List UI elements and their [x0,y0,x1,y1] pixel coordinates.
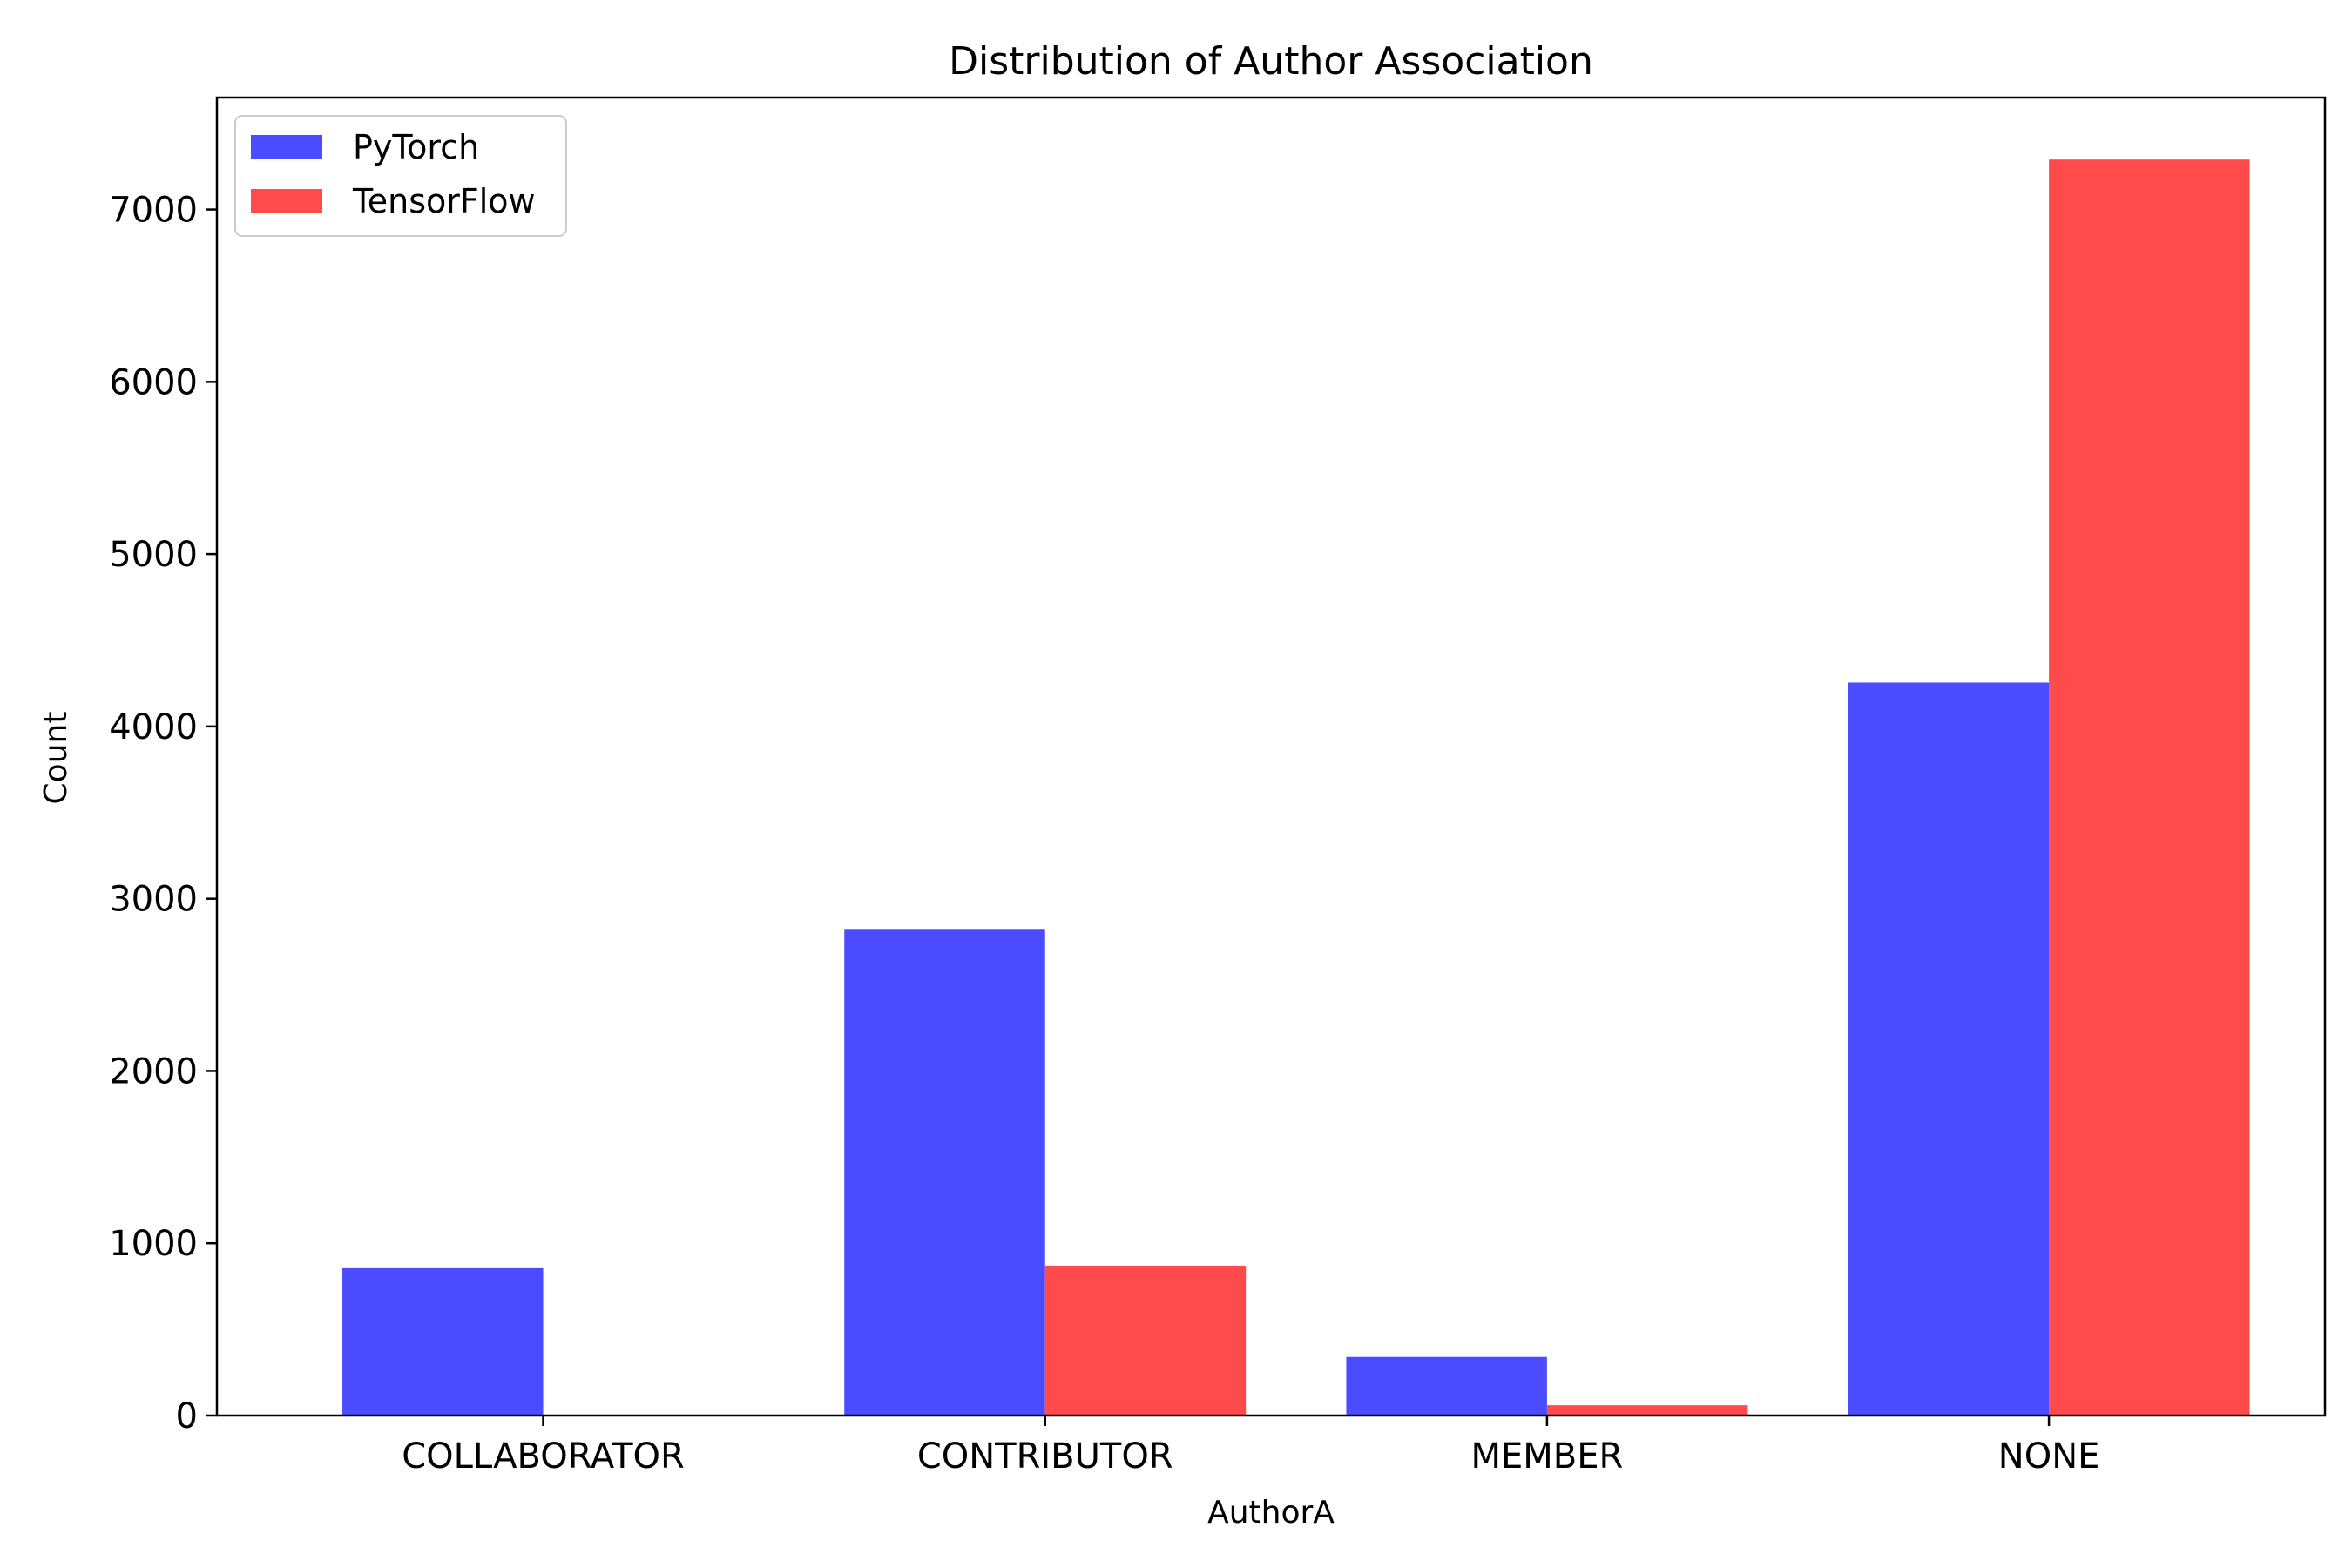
x-tick-label: COLLABORATOR [402,1436,685,1477]
x-tick-label: MEMBER [1470,1436,1623,1477]
x-tick-label: CONTRIBUTOR [917,1436,1173,1477]
legend-swatch-tensorflow [251,189,322,213]
legend: PyTorch TensorFlow [234,115,567,237]
chart-title: Distribution of Author Association [949,39,1593,84]
bar-pytorch-contributor [844,929,1045,1416]
y-tick-label: 2000 [109,1051,198,1092]
y-tick-label: 1000 [109,1224,198,1264]
y-tick-label: 4000 [109,707,198,747]
bar-pytorch-collaborator [342,1267,544,1416]
legend-swatch-pytorch [251,135,322,159]
bar-tensorflow-member [1546,1405,1748,1416]
plot-frame [215,96,2327,1417]
y-tick-label: 0 [176,1396,198,1436]
y-axis: 0 1000 2000 3000 4000 5000 6000 7000 [109,191,217,1436]
legend-label-tensorflow: TensorFlow [352,182,536,220]
bar-tensorflow-contributor [1044,1265,1247,1416]
y-tick-label: 7000 [109,191,198,231]
y-axis-label: Count [38,712,74,805]
y-tick-label: 5000 [109,535,198,575]
bars-layer [342,159,2250,1416]
bar-pytorch-member [1346,1356,1547,1416]
bar-tensorflow-none [2049,159,2250,1416]
y-tick-label: 3000 [109,880,198,920]
y-tick-label: 6000 [109,362,198,402]
bar-pytorch-none [1848,682,2050,1416]
x-tick-label: NONE [1998,1436,2100,1477]
legend-label-pytorch: PyTorch [353,128,479,166]
x-axis: COLLABORATOR CONTRIBUTOR MEMBER NONE [402,1416,2099,1477]
x-axis-label: AuthorA [1207,1495,1335,1531]
